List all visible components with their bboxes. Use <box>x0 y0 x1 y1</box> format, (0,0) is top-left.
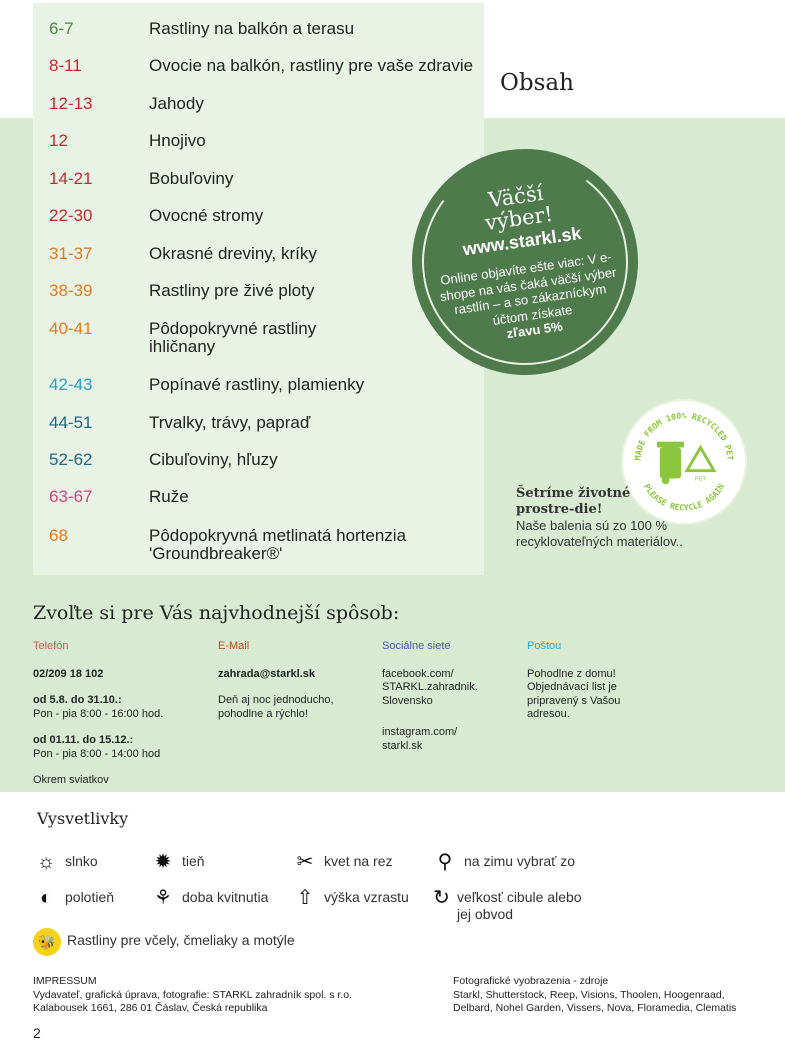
toc-title: Hnojivo <box>149 131 206 150</box>
contact-email: E-Mail zahrada@starkl.sk Deň aj noc jedn… <box>218 640 388 734</box>
legend-winter-dig: ⚲ na zimu vybrať zo <box>432 852 576 875</box>
legend-label: kvet na rez <box>324 853 393 869</box>
contact-social: Sociálne siete facebook.com/ STARKL.zahr… <box>382 640 478 766</box>
toc-pages: 68 <box>49 526 68 545</box>
photos-title: Fotografické vyobrazenia - zdroje <box>453 975 609 987</box>
toc-title: Okrasné dreviny, kríky <box>149 244 317 263</box>
toc-pages: 12-13 <box>49 94 93 113</box>
badge-code: PET <box>695 476 707 482</box>
toc-title: Jahody <box>149 94 204 113</box>
legend-label: doba kvitnutia <box>182 889 269 905</box>
svg-text:MADE FROM 100% RECYCLED PET: MADE FROM 100% RECYCLED PET <box>632 410 735 460</box>
legend-cut-flower: ✂ kvet na rez <box>292 852 393 875</box>
email-address[interactable]: zahrada@starkl.sk <box>218 667 315 680</box>
email-text: Deň aj noc jednoducho, pohodlne a rýchlo… <box>218 694 334 720</box>
toc-pages: 6-7 <box>49 19 74 38</box>
toc-pages: 38-39 <box>49 281 93 300</box>
toc-pages: 44-51 <box>49 413 93 432</box>
social-label: Sociálne siete <box>382 640 451 652</box>
table-of-contents: 6-7 Rastliny na balkón a terasu 8-11 Ovocie… <box>33 3 484 575</box>
legend-half-shade: ◐ polotieň <box>33 888 115 911</box>
eco-note: Šetríme životné prostre-die! Naše baleni… <box>516 486 706 550</box>
hours2-period: od 01.11. do 15.12.: <box>33 734 134 746</box>
bee-icon: 🐝 <box>33 928 61 956</box>
legend-label: tieň <box>182 853 205 869</box>
shade-icon: ✹ <box>154 850 172 873</box>
arrow-up-icon: ⇧ <box>296 886 314 909</box>
toc-title: Pôdopokryvná metlinatá hortenzia 'Ground… <box>149 526 407 563</box>
toc-title: Rastliny pre živé ploty <box>149 281 315 300</box>
phone-label: Telefón <box>33 640 69 652</box>
toc-title: Pôdopokryvné rastliny ihličnany <box>149 319 317 356</box>
toc-title: Popínavé rastliny, plamienky <box>149 375 365 394</box>
impressum-title: IMPRESSUM <box>33 975 97 987</box>
impressum-line2: Kalabousek 1661, 286 01 Čáslav, Česká re… <box>33 1002 268 1014</box>
page-title: Obsah <box>500 70 574 96</box>
legend-label: na zimu vybrať zo <box>464 853 576 869</box>
toc-pages: 42-43 <box>49 375 93 394</box>
toc-pages: 63-67 <box>49 487 93 506</box>
legend-bulb-size: ↻ veľkosť cibule alebo jej obvod <box>432 888 592 923</box>
recycle-triangle-icon <box>684 444 717 473</box>
half-shade-icon: ◐ <box>39 886 53 909</box>
hours2: Pon - pia 8:00 - 14:00 hod <box>33 747 161 760</box>
toc-pages: 14-21 <box>49 169 93 188</box>
toc-title: Ovocné stromy <box>149 206 264 225</box>
hours1-period: od 5.8. do 31.10.: <box>33 694 122 706</box>
toc-title: Ovocie na balkón, rastliny pre vaše zdra… <box>149 56 474 75</box>
toc-title: Bobuľoviny <box>149 169 234 188</box>
legend-heading: Vysvetlivky <box>37 809 129 828</box>
tulip-icon: ⚘ <box>154 886 172 909</box>
post-label: Poštou <box>527 640 562 652</box>
impressum: IMPRESSUM Vydavateľ, grafická úprava, fo… <box>33 975 352 1016</box>
toc-pages: 40-41 <box>49 319 93 338</box>
post-text: Pohodlne z domu! Objednávací list je pri… <box>527 667 621 721</box>
legend-shade: ✹ tieň <box>150 852 205 875</box>
recycled-pet-badge: MADE FROM 100% RECYCLED PET PLEASE RECYC… <box>621 399 747 525</box>
page-number: 2 <box>33 1025 41 1041</box>
contact-post: Poštou Pohodlne z domu! Objednávací list… <box>527 640 622 735</box>
toc-title: Trvalky, trávy, papraď <box>149 413 311 432</box>
legend-label: polotieň <box>65 889 115 905</box>
contact-heading: Zvoľte si pre Vás najvhodnejší spôsob: <box>33 602 400 624</box>
legend-label: Rastliny pre včely, čmeliaky a motýle <box>67 932 295 948</box>
toc-pages: 52-62 <box>49 450 93 469</box>
bulb-size-icon: ↻ <box>433 886 450 909</box>
toc-pages: 12 <box>49 131 68 150</box>
badge-top-text: MADE FROM 100% RECYCLED PET <box>632 410 735 460</box>
toc-pages: 22-30 <box>49 206 93 225</box>
legend-bees: 🐝 Rastliny pre včely, čmeliaky a motýle <box>33 928 295 956</box>
email-label: E-Mail <box>218 640 250 652</box>
legend-label: veľkosť cibule alebo jej obvod <box>457 889 582 922</box>
toc-title: Ruže <box>149 487 189 506</box>
facebook-link[interactable]: facebook.com/ STARKL.zahradnik. Slovensk… <box>382 667 478 707</box>
eco-text: Naše balenia sú zo 100 % recyklovateľnýc… <box>516 518 683 549</box>
hours1: Pon - pia 8:00 - 16:00 hod. <box>33 707 164 720</box>
photos-line1: Starkl, Shutterstock, Reep, Visions, Tho… <box>453 988 725 1001</box>
legend-label: slnko <box>65 853 98 869</box>
holiday-note: Okrem sviatkov <box>33 774 109 786</box>
shovel-icon: ⚲ <box>437 850 453 873</box>
photo-credits: Fotografické vyobrazenia - zdroje Starkl… <box>453 975 736 1016</box>
phone-number[interactable]: 02/209 18 102 <box>33 667 104 680</box>
sun-icon: ☼ <box>36 850 56 873</box>
toc-title: Rastliny na balkón a terasu <box>149 19 355 38</box>
legend-sun: ☼ slnko <box>33 852 98 875</box>
toc-pages: 31-37 <box>49 244 93 263</box>
toc-pages: 8-11 <box>49 56 82 75</box>
contact-phone: Telefón 02/209 18 102 od 5.8. do 31.10.:… <box>33 640 203 801</box>
legend-height: ⇧ výška vzrastu <box>292 888 409 911</box>
impressum-line1: Vydavateľ, grafická úprava, fotografie: … <box>33 988 352 1001</box>
eco-title: Šetríme životné prostre-die! <box>516 486 631 517</box>
scissors-icon: ✂ <box>296 850 314 873</box>
toc-title: Cibuľoviny, hľuzy <box>149 450 278 469</box>
legend-label: výška vzrastu <box>324 889 409 905</box>
legend-bloom: ⚘ doba kvitnutia <box>150 888 269 911</box>
photos-line2: Delbard, Nohel Garden, Vissers, Nova, Fl… <box>453 1002 737 1014</box>
recycle-bin-icon <box>656 441 684 485</box>
instagram-link[interactable]: instagram.com/ starkl.sk <box>382 726 458 752</box>
